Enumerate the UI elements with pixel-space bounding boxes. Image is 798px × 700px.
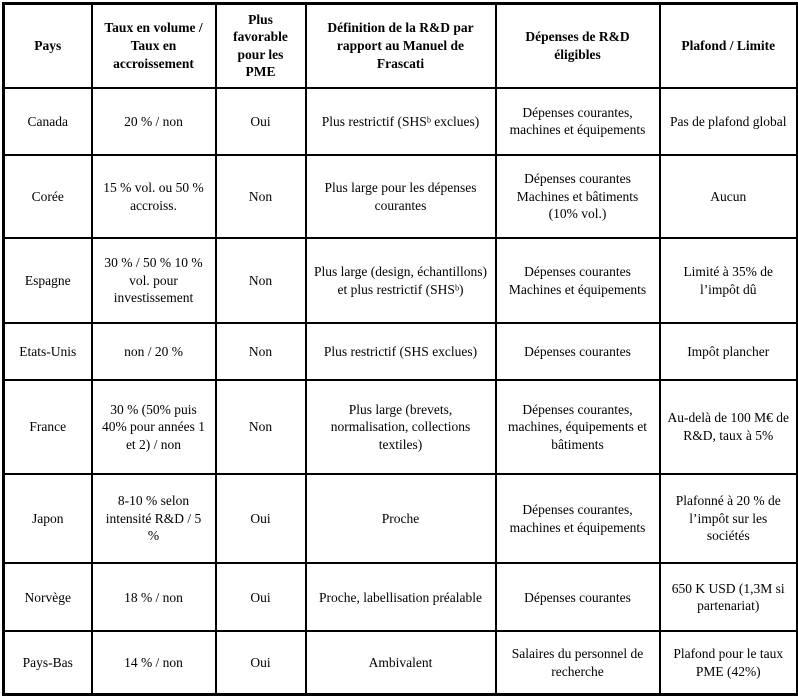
cell-pme: Oui	[214, 630, 307, 696]
cell-definition: Proche, labellisation préalable	[304, 562, 497, 633]
cell-plafond: 650 K USD (1,3M si partenariat)	[658, 562, 798, 633]
cell-depenses: Dépenses courantes Machines et équipemen…	[494, 237, 661, 325]
cell-depenses: Salaires du personnel de recherche	[494, 630, 661, 696]
cell-depenses: Dépenses courantes, machines et équipeme…	[494, 86, 661, 157]
cell-pays: Corée	[2, 154, 93, 240]
cell-definition: Plus large (brevets, normalisation, coll…	[304, 379, 497, 475]
cell-taux: 18 % / non	[90, 562, 217, 633]
cell-pme: Oui	[214, 472, 307, 565]
cell-pme: Non	[214, 237, 307, 325]
cell-pays: Espagne	[2, 237, 93, 325]
cell-definition: Plus large (design, échantillons) et plu…	[304, 237, 497, 325]
cell-pays: Norvège	[2, 562, 93, 633]
header-row: Pays Taux en volume / Taux en accroissem…	[2, 2, 798, 89]
cell-taux: 15 % vol. ou 50 % accroiss.	[90, 154, 217, 240]
table-row-france: France 30 % (50% puis 40% pour années 1 …	[2, 379, 798, 475]
cell-pays: Pays-Bas	[2, 630, 93, 696]
cell-taux: 14 % / non	[90, 630, 217, 696]
table-row-etats-unis: Etats-Unis non / 20 % Non Plus restricti…	[2, 322, 798, 382]
table-row-japon: Japon 8-10 % selon intensité R&D / 5 % O…	[2, 472, 798, 565]
cell-taux: 8-10 % selon intensité R&D / 5 %	[90, 472, 217, 565]
cell-depenses: Dépenses courantes	[494, 322, 661, 382]
cell-pme: Non	[214, 379, 307, 475]
cell-definition: Proche	[304, 472, 497, 565]
table-row-norvege: Norvège 18 % / non Oui Proche, labellisa…	[2, 562, 798, 633]
header-depenses: Dépenses de R&D éligibles	[494, 2, 661, 89]
header-pays: Pays	[2, 2, 93, 89]
cell-depenses: Dépenses courantes, machines et équipeme…	[494, 472, 661, 565]
cell-definition: Plus restrictif (SHSᵇ exclues)	[304, 86, 497, 157]
cell-depenses: Dépenses courantes, machines, équipement…	[494, 379, 661, 475]
cell-definition: Ambivalent	[304, 630, 497, 696]
cell-depenses: Dépenses courantes Machines et bâtiments…	[494, 154, 661, 240]
cell-pme: Non	[214, 322, 307, 382]
cell-plafond: Limité à 35% de l’impôt dû	[658, 237, 798, 325]
header-definition: Définition de la R&D par rapport au Manu…	[304, 2, 497, 89]
header-pme: Plus favorable pour les PME	[214, 2, 307, 89]
table-row-canada: Canada 20 % / non Oui Plus restrictif (S…	[2, 86, 798, 157]
cell-pays: Canada	[2, 86, 93, 157]
header-plafond: Plafond / Limite	[658, 2, 798, 89]
cell-pays: Etats-Unis	[2, 322, 93, 382]
header-taux: Taux en volume / Taux en accroissement	[90, 2, 217, 89]
cell-taux: 30 % (50% puis 40% pour années 1 et 2) /…	[90, 379, 217, 475]
cell-pays: France	[2, 379, 93, 475]
cell-plafond: Plafonné à 20 % de l’impôt sur les socié…	[658, 472, 798, 565]
cell-plafond: Pas de plafond global	[658, 86, 798, 157]
cell-definition: Plus large pour les dépenses courantes	[304, 154, 497, 240]
cell-taux: non / 20 %	[90, 322, 217, 382]
cell-plafond: Au-delà de 100 M€ de R&D, taux à 5%	[658, 379, 798, 475]
cell-taux: 20 % / non	[90, 86, 217, 157]
cell-pme: Oui	[214, 86, 307, 157]
cell-plafond: Aucun	[658, 154, 798, 240]
table-row-coree: Corée 15 % vol. ou 50 % accroiss. Non Pl…	[2, 154, 798, 240]
table-row-pays-bas: Pays-Bas 14 % / non Oui Ambivalent Salai…	[2, 630, 798, 696]
cell-pme: Oui	[214, 562, 307, 633]
table-row-espagne: Espagne 30 % / 50 % 10 % vol. pour inves…	[2, 237, 798, 325]
cell-plafond: Impôt plancher	[658, 322, 798, 382]
cell-plafond: Plafond pour le taux PME (42%)	[658, 630, 798, 696]
cell-depenses: Dépenses courantes	[494, 562, 661, 633]
cell-taux: 30 % / 50 % 10 % vol. pour investissemen…	[90, 237, 217, 325]
cell-definition: Plus restrictif (SHS exclues)	[304, 322, 497, 382]
cell-pme: Non	[214, 154, 307, 240]
cell-pays: Japon	[2, 472, 93, 565]
